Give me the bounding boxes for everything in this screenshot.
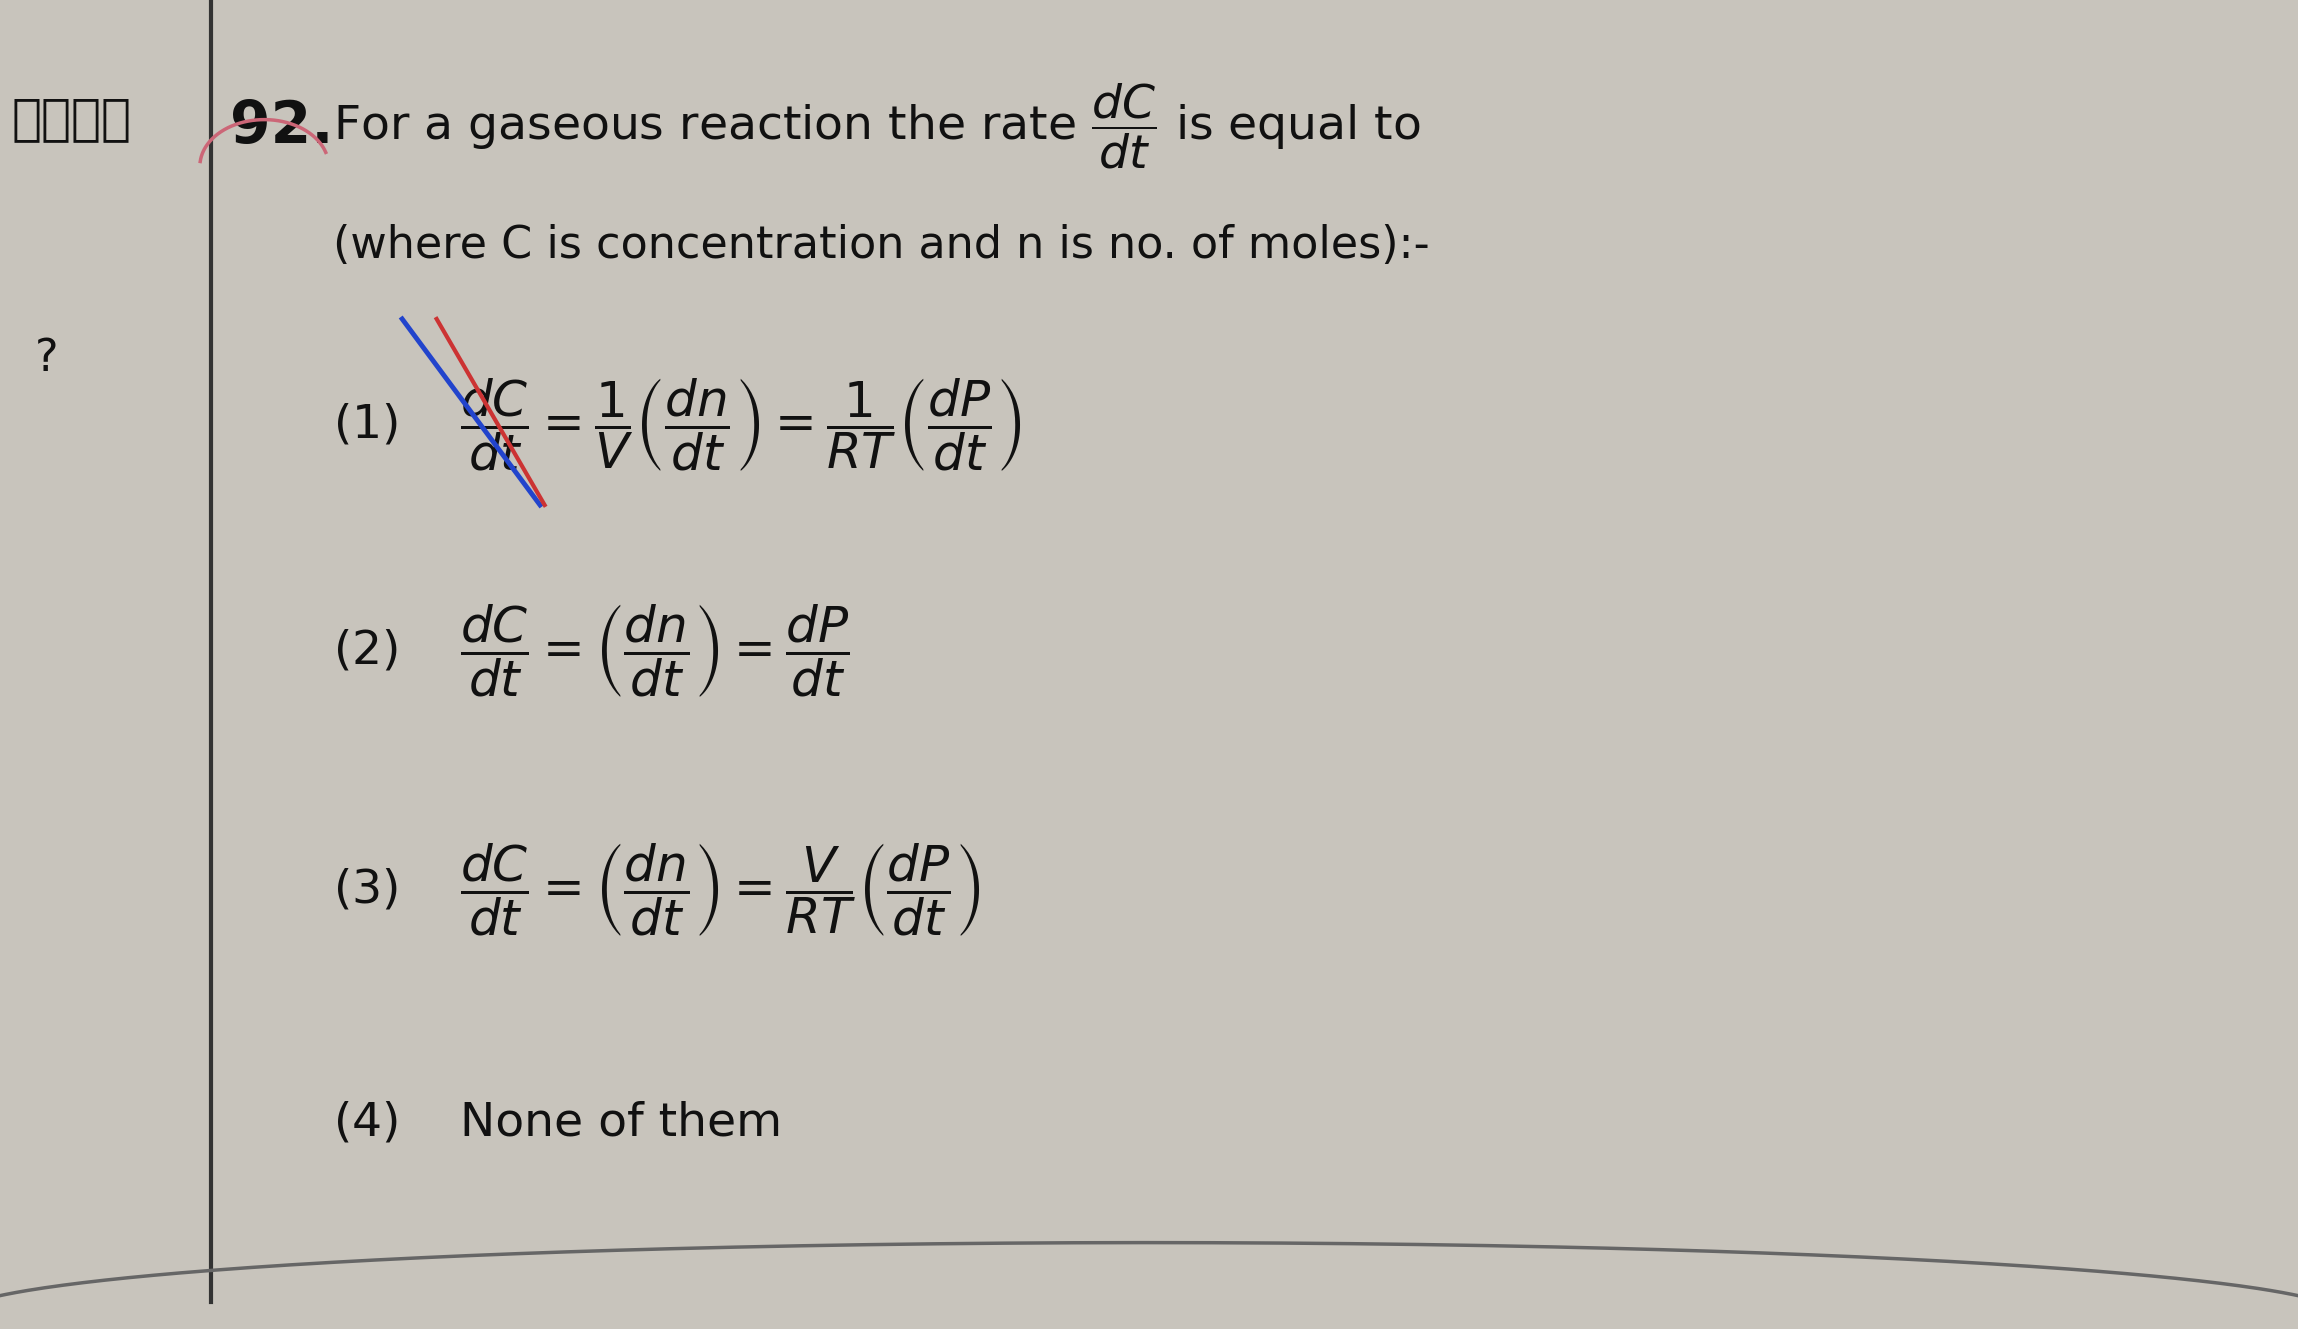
Text: $\dfrac{dC}{dt} = \left(\dfrac{dn}{dt}\right) = \dfrac{V}{RT}\left(\dfrac{dP}{dt: $\dfrac{dC}{dt} = \left(\dfrac{dn}{dt}\r… <box>460 841 981 940</box>
Text: $(1)$: $(1)$ <box>333 403 398 448</box>
Text: For a gaseous reaction the rate $\dfrac{dC}{dt}$ is equal to: For a gaseous reaction the rate $\dfrac{… <box>333 81 1420 171</box>
Text: (where C is concentration and n is no. of moles):-: (where C is concentration and n is no. o… <box>333 225 1429 267</box>
Text: $(3)$: $(3)$ <box>333 868 398 913</box>
Text: None of them: None of them <box>460 1100 781 1146</box>
Text: $\dfrac{dC}{dt} = \left(\dfrac{dn}{dt}\right) = \dfrac{dP}{dt}$: $\dfrac{dC}{dt} = \left(\dfrac{dn}{dt}\r… <box>460 602 850 700</box>
Text: $\dfrac{dC}{dt} = \dfrac{1}{V}\left(\dfrac{dn}{dt}\right) = \dfrac{1}{RT}\left(\: $\dfrac{dC}{dt} = \dfrac{1}{V}\left(\dfr… <box>460 376 1020 474</box>
Text: $(4)$: $(4)$ <box>333 1100 398 1146</box>
Text: ?: ? <box>34 338 57 380</box>
Text: नसके: नसके <box>11 96 131 144</box>
Text: 92.: 92. <box>230 98 333 154</box>
Text: $(2)$: $(2)$ <box>333 629 398 674</box>
